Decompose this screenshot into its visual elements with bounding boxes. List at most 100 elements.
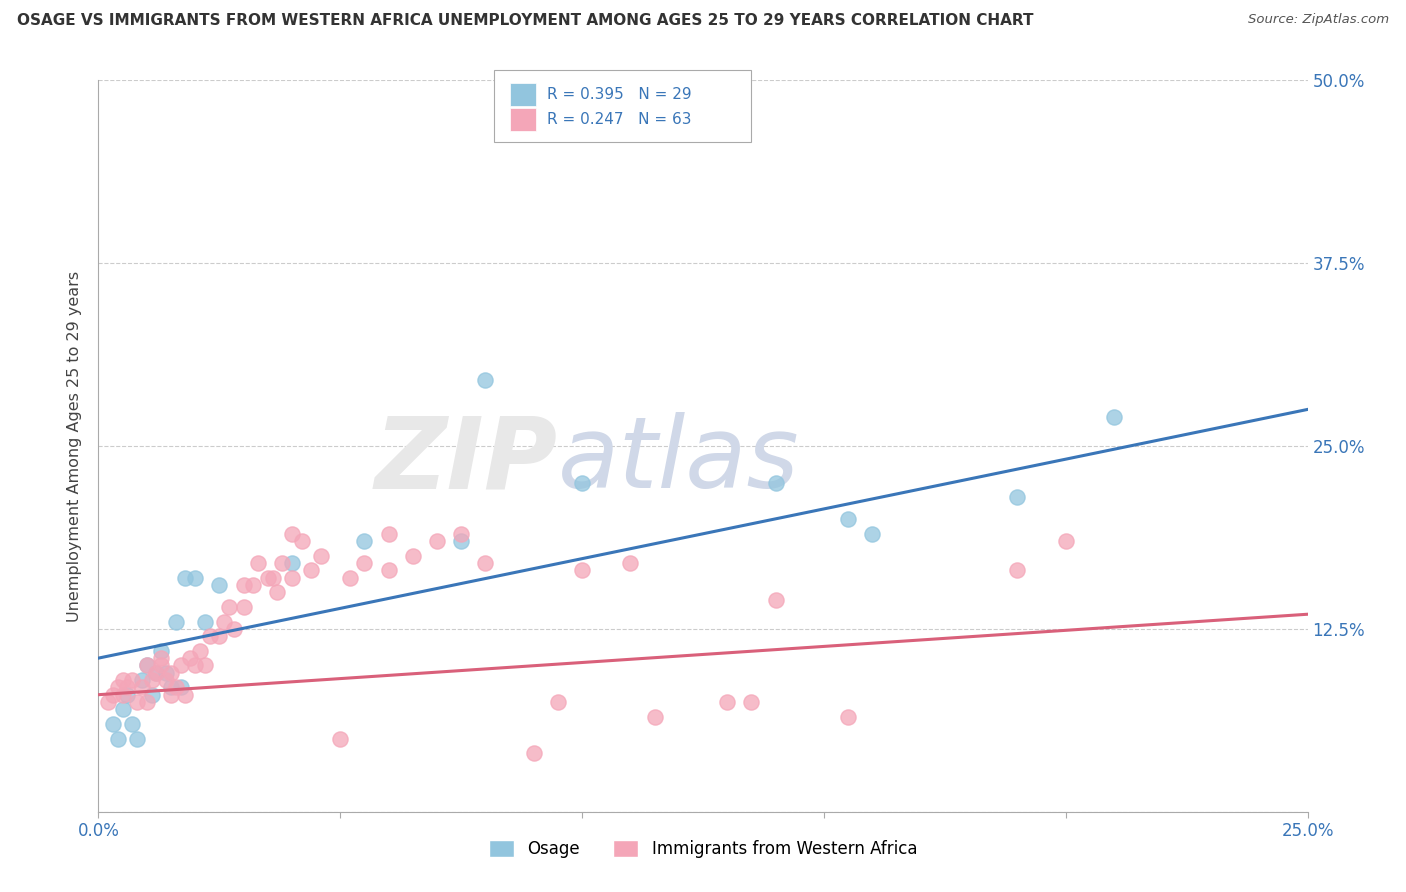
Point: [160, 665, 183, 680]
Point: [1007, 563, 1029, 577]
Point: [716, 695, 738, 709]
Point: [150, 658, 173, 673]
Point: [150, 644, 173, 658]
Point: [174, 688, 197, 702]
Point: [837, 512, 859, 526]
Point: [111, 673, 134, 687]
Point: [377, 526, 399, 541]
Point: [174, 571, 197, 585]
Point: [426, 534, 449, 549]
Point: [131, 681, 153, 695]
Point: [262, 571, 284, 585]
Point: [121, 717, 143, 731]
Point: [402, 549, 425, 563]
Point: [339, 571, 361, 585]
Point: [765, 592, 787, 607]
Point: [135, 658, 157, 673]
Point: [145, 665, 167, 680]
Point: [184, 571, 207, 585]
Text: ZIP: ZIP: [375, 412, 558, 509]
Point: [169, 681, 191, 695]
Point: [179, 651, 201, 665]
Point: [740, 695, 762, 709]
Point: [547, 695, 569, 709]
Point: [765, 475, 787, 490]
Point: [619, 556, 641, 570]
Text: Source: ZipAtlas.com: Source: ZipAtlas.com: [1249, 13, 1389, 27]
Point: [309, 549, 332, 563]
Point: [165, 681, 187, 695]
Point: [256, 571, 278, 585]
Point: [329, 731, 352, 746]
Point: [160, 681, 183, 695]
Point: [218, 599, 240, 614]
Point: [1102, 409, 1125, 424]
Point: [101, 688, 124, 702]
Point: [145, 665, 167, 680]
Legend: Osage, Immigrants from Western Africa: Osage, Immigrants from Western Africa: [489, 840, 917, 858]
Point: [208, 578, 231, 592]
Point: [474, 556, 496, 570]
Y-axis label: Unemployment Among Ages 25 to 29 years: Unemployment Among Ages 25 to 29 years: [67, 270, 83, 622]
Point: [127, 731, 149, 746]
Point: [135, 695, 157, 709]
Point: [155, 665, 177, 680]
Text: R = 0.395   N = 29: R = 0.395 N = 29: [547, 87, 692, 102]
Point: [450, 534, 472, 549]
Point: [111, 702, 134, 716]
Point: [377, 563, 399, 577]
Point: [169, 658, 191, 673]
Point: [222, 622, 245, 636]
Point: [150, 651, 173, 665]
Point: [107, 681, 129, 695]
Point: [266, 585, 288, 599]
Point: [281, 571, 304, 585]
Point: [353, 534, 375, 549]
Point: [184, 658, 207, 673]
Point: [117, 688, 139, 702]
Point: [242, 578, 264, 592]
Point: [188, 644, 211, 658]
Point: [281, 556, 304, 570]
Point: [1007, 490, 1029, 504]
Text: R = 0.247   N = 63: R = 0.247 N = 63: [547, 112, 692, 127]
Point: [232, 578, 254, 592]
Point: [155, 673, 177, 687]
Point: [271, 556, 294, 570]
Point: [450, 526, 472, 541]
Point: [290, 534, 312, 549]
Point: [101, 717, 124, 731]
Point: [131, 673, 153, 687]
Point: [198, 629, 221, 643]
Point: [111, 688, 134, 702]
Point: [141, 673, 163, 687]
Point: [208, 629, 231, 643]
Point: [121, 673, 143, 687]
Point: [135, 658, 157, 673]
Point: [194, 615, 217, 629]
Point: [571, 475, 593, 490]
Point: [571, 563, 593, 577]
Point: [97, 695, 120, 709]
Text: atlas: atlas: [558, 412, 800, 509]
Point: [281, 526, 304, 541]
Point: [165, 615, 187, 629]
Point: [299, 563, 322, 577]
Point: [107, 731, 129, 746]
Point: [212, 615, 235, 629]
Text: OSAGE VS IMMIGRANTS FROM WESTERN AFRICA UNEMPLOYMENT AMONG AGES 25 TO 29 YEARS C: OSAGE VS IMMIGRANTS FROM WESTERN AFRICA …: [17, 13, 1033, 29]
Point: [194, 658, 217, 673]
Point: [160, 688, 183, 702]
Point: [860, 526, 883, 541]
Point: [247, 556, 270, 570]
Point: [353, 556, 375, 570]
Point: [127, 695, 149, 709]
Point: [117, 681, 139, 695]
Point: [141, 688, 163, 702]
Point: [232, 599, 254, 614]
Point: [1054, 534, 1077, 549]
Point: [837, 709, 859, 723]
Point: [523, 746, 546, 760]
Point: [474, 373, 496, 387]
Point: [644, 709, 666, 723]
